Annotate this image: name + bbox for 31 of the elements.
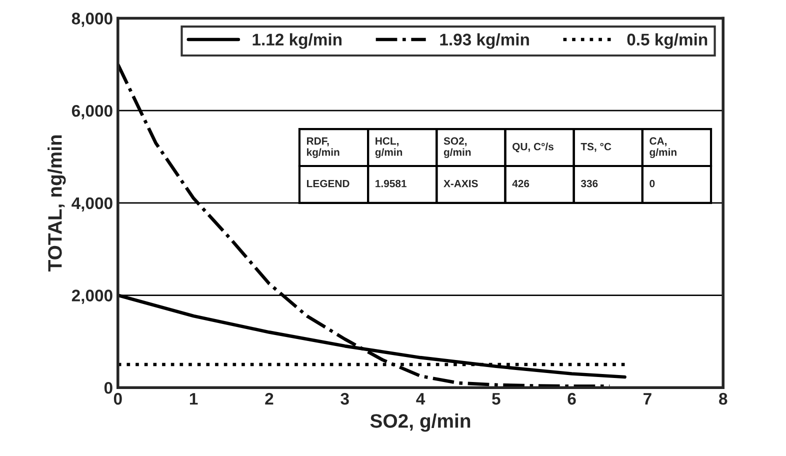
x-tick-label: 4: [416, 393, 426, 405]
x-tick-label: 2: [265, 392, 274, 405]
annotation: CA, g/min: [650, 137, 676, 158]
x-tick-label: 6: [568, 392, 576, 405]
x-tick-label: 7: [644, 393, 652, 405]
x-tick-label: 0: [114, 392, 122, 405]
y-tick-label: 8,000: [72, 12, 112, 27]
x-axis-title: SO2, g/min: [370, 414, 470, 432]
y-axis-title: TOTAL, ng/min: [48, 135, 66, 272]
annotation: QU, C°/s: [512, 142, 554, 152]
annotation: 1.9581: [376, 180, 406, 188]
annotation: 426: [512, 180, 530, 188]
annotation: HCL, g/min: [375, 137, 402, 158]
x-tick-label: 1: [190, 393, 198, 405]
legend-label: 0.5 kg/min: [627, 33, 708, 49]
legend-label: 1.93 kg/min: [440, 33, 529, 49]
legend-label: 1.12 kg/min: [252, 33, 342, 49]
x-tick-label: 5: [492, 393, 500, 405]
annotation: RDF, kg/min: [307, 137, 340, 158]
x-tick-label: 8: [719, 392, 728, 405]
y-tick-label: 6,000: [72, 104, 112, 120]
y-tick-label: 2,000: [72, 290, 112, 304]
annotation: 336: [580, 180, 598, 188]
x-tick-label: 3: [340, 392, 349, 405]
annotation: LEGEND: [307, 180, 350, 188]
annotation: TS, °C: [580, 142, 612, 152]
annotation: SO2, g/min: [444, 137, 471, 158]
y-tick-label: 4,000: [72, 197, 112, 212]
annotation: 0: [650, 180, 655, 188]
y-tick-label: 0: [104, 382, 112, 394]
annotation: X-AXIS: [444, 180, 478, 188]
